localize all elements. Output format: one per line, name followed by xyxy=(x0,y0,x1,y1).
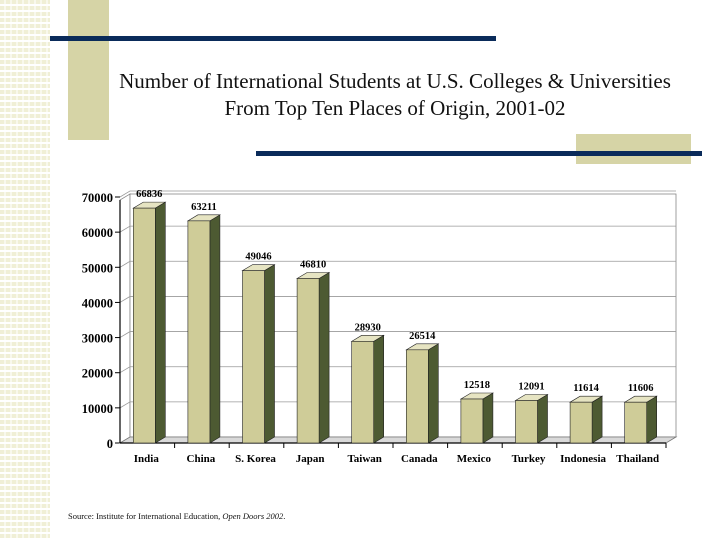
bar xyxy=(187,220,211,444)
x-tick-label: China xyxy=(187,453,216,465)
gridline xyxy=(119,260,676,268)
bar-side xyxy=(318,271,330,444)
right-accent-block xyxy=(576,134,691,164)
bar-value-label: 12518 xyxy=(464,380,490,391)
x-tick-label: S. Korea xyxy=(235,453,276,465)
x-tick-label: Thailand xyxy=(616,453,659,465)
top-accent-bar xyxy=(50,36,496,41)
bar-value-label: 12091 xyxy=(518,382,544,393)
bar-value-label: 49046 xyxy=(245,252,271,263)
source-prefix: Source: Institute for International Educ… xyxy=(68,511,223,521)
bar-side xyxy=(209,214,221,444)
y-tick-label: 20000 xyxy=(82,367,113,381)
right-accent-bar xyxy=(256,151,702,156)
bar-value-label: 11606 xyxy=(628,383,654,394)
bar-value-label: 46810 xyxy=(300,259,326,270)
gridline xyxy=(119,190,676,198)
bar xyxy=(460,398,484,444)
y-tick-label: 40000 xyxy=(82,296,113,310)
gridline xyxy=(119,401,676,409)
left-stripe-decoration xyxy=(0,0,50,540)
bar xyxy=(624,401,648,444)
y-tick-label: 0 xyxy=(107,437,113,451)
source-suffix: . xyxy=(283,511,286,521)
bar xyxy=(569,401,593,444)
bar-side xyxy=(427,343,439,444)
bar-value-label: 11614 xyxy=(573,383,599,394)
bar xyxy=(242,270,265,444)
gridline xyxy=(119,225,676,233)
gridline xyxy=(119,296,676,303)
y-tick-label: 10000 xyxy=(82,402,113,416)
bar-side xyxy=(646,395,658,444)
bar xyxy=(515,400,538,444)
bar xyxy=(133,207,156,444)
x-tick-label: Canada xyxy=(401,453,438,465)
bar-side xyxy=(155,201,166,444)
x-tick-label: Indonesia xyxy=(560,453,606,465)
x-tick-label: Mexico xyxy=(457,453,492,465)
bar-value-label: 26514 xyxy=(409,331,436,342)
x-tick-label: Turkey xyxy=(512,453,546,465)
bar-value-label: 63211 xyxy=(191,202,217,213)
bar-side xyxy=(537,393,548,444)
x-tick-label: India xyxy=(134,453,160,465)
slide-title: Number of International Students at U.S.… xyxy=(119,69,671,120)
bar-value-label: 66836 xyxy=(136,189,162,200)
y-tick-label: 70000 xyxy=(82,191,113,205)
source-publication: Open Doors 2002 xyxy=(222,511,284,521)
y-tick-label: 30000 xyxy=(82,332,113,346)
top-accent-block xyxy=(68,0,109,140)
y-tick-label: 50000 xyxy=(82,261,113,275)
x-tick-label: Taiwan xyxy=(347,453,381,465)
bar-side xyxy=(373,334,385,444)
source-note: Source: Institute for International Educ… xyxy=(68,511,285,521)
bar-value-label: 28930 xyxy=(355,322,381,333)
bar xyxy=(405,349,429,444)
bar-side xyxy=(591,395,603,444)
x-tick-label: Japan xyxy=(296,453,325,465)
y-tick-label: 60000 xyxy=(82,226,113,240)
bar xyxy=(296,278,320,444)
bar xyxy=(351,341,375,444)
gridline xyxy=(119,366,676,374)
bar-side xyxy=(264,264,275,444)
bar-side xyxy=(482,392,494,444)
gridline xyxy=(119,331,676,338)
